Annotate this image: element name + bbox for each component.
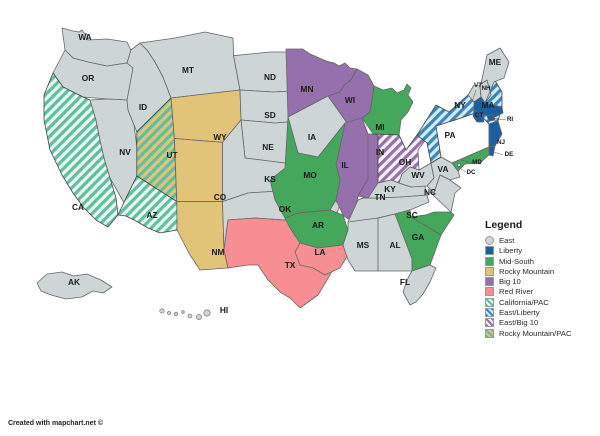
svg-text:AZ: AZ: [146, 210, 157, 220]
svg-text:KY: KY: [384, 184, 396, 194]
svg-text:DE: DE: [505, 151, 514, 158]
svg-text:IA: IA: [308, 132, 316, 142]
svg-text:NC: NC: [424, 187, 436, 197]
svg-text:MO: MO: [303, 170, 317, 180]
svg-text:MI: MI: [375, 122, 384, 132]
svg-text:CT: CT: [475, 112, 484, 119]
svg-text:OR: OR: [82, 73, 94, 83]
svg-text:ND: ND: [264, 72, 276, 82]
svg-text:NV: NV: [119, 147, 131, 157]
svg-text:HI: HI: [220, 305, 228, 315]
svg-text:IN: IN: [376, 147, 384, 157]
svg-text:ID: ID: [139, 102, 147, 112]
svg-text:KS: KS: [264, 174, 276, 184]
svg-text:NM: NM: [212, 247, 225, 257]
svg-text:PA: PA: [445, 130, 456, 140]
svg-text:LA: LA: [314, 247, 325, 257]
svg-text:DC: DC: [466, 169, 476, 176]
svg-text:VA: VA: [438, 164, 449, 174]
svg-text:TX: TX: [285, 260, 296, 270]
svg-text:AK: AK: [68, 277, 80, 287]
svg-text:OK: OK: [279, 204, 291, 214]
svg-text:ME: ME: [489, 57, 502, 67]
svg-text:WA: WA: [78, 32, 91, 42]
svg-text:IL: IL: [341, 160, 348, 170]
svg-text:SC: SC: [406, 210, 418, 220]
svg-text:NE: NE: [262, 142, 274, 152]
svg-text:WV: WV: [411, 170, 425, 180]
svg-text:MT: MT: [182, 65, 194, 75]
svg-text:NH: NH: [481, 85, 491, 92]
svg-text:NY: NY: [454, 100, 466, 110]
svg-text:GA: GA: [412, 232, 424, 242]
svg-text:NJ: NJ: [497, 139, 506, 146]
svg-text:WY: WY: [213, 132, 227, 142]
svg-text:CO: CO: [214, 192, 227, 202]
svg-text:AL: AL: [389, 240, 400, 250]
svg-text:MA: MA: [482, 100, 495, 110]
svg-text:MN: MN: [301, 84, 314, 94]
svg-text:OH: OH: [399, 157, 411, 167]
svg-text:MS: MS: [357, 240, 370, 250]
svg-text:UT: UT: [166, 150, 177, 160]
svg-text:AR: AR: [312, 220, 324, 230]
svg-text:SD: SD: [264, 110, 276, 120]
svg-text:WI: WI: [345, 95, 355, 105]
svg-text:CA: CA: [72, 202, 84, 212]
svg-text:RI: RI: [507, 116, 514, 123]
svg-text:FL: FL: [400, 277, 410, 287]
svg-text:MD: MD: [472, 159, 482, 166]
